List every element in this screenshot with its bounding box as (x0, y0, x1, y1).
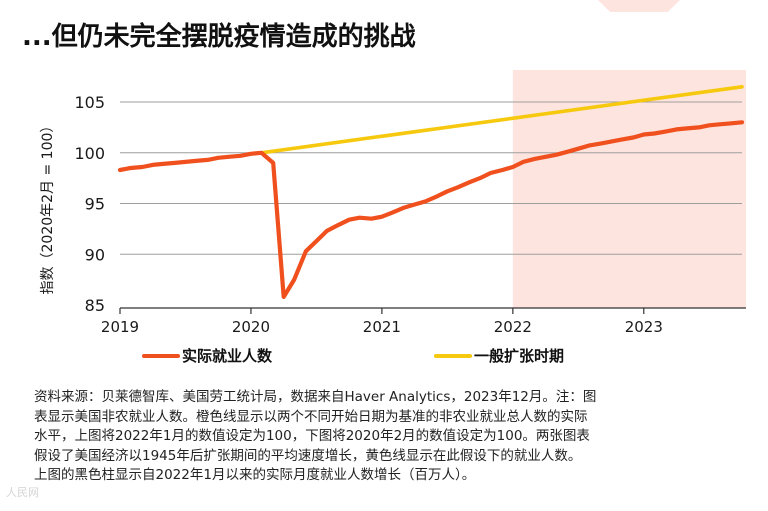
y-axis-label: 指数（2020年2月 = 100） (40, 119, 56, 295)
shaded-region (512, 70, 746, 308)
series-line-actual (117, 120, 745, 299)
y-tick-label-100: 100 (74, 144, 105, 163)
watermark: 人民网 (6, 486, 39, 499)
y-tick-label-85: 85 (85, 296, 105, 315)
source-note: 资料来源：贝莱德智库、美国劳工统计局，数据来自Haver Analytics，2… (34, 389, 597, 483)
legend-item-trend: 一般扩张时期 (434, 345, 564, 366)
y-tick-label-105: 105 (74, 93, 105, 112)
x-tick-label-2019: 2019 (101, 318, 139, 336)
page-title: ...但仍未完全摆脱疫情造成的挑战 (22, 22, 416, 52)
y-tick-label-90: 90 (85, 245, 105, 264)
legend-swatch-trend (434, 353, 472, 358)
x-tick-label-2023: 2023 (625, 318, 663, 336)
legend-label-actual: 实际就业人数 (182, 347, 273, 365)
chart-legend: 实际就业人数 一般扩张时期 (0, 345, 768, 371)
x-tick-label-2021: 2021 (363, 318, 401, 336)
y-tick-label-95: 95 (85, 195, 105, 214)
series-line-trend (259, 85, 744, 155)
x-tick-label-2022: 2022 (494, 318, 532, 336)
x-tick-label-2020: 2020 (232, 318, 270, 336)
legend-label-trend: 一般扩张时期 (474, 347, 565, 365)
legend-swatch-actual (142, 353, 180, 358)
employment-chart: 2019 2020 2021 2022 2023 85 90 95 100 105 指数（2020年… (40, 70, 746, 336)
top-accent-tab (598, 0, 680, 12)
legend-item-actual: 实际就业人数 (142, 345, 272, 366)
